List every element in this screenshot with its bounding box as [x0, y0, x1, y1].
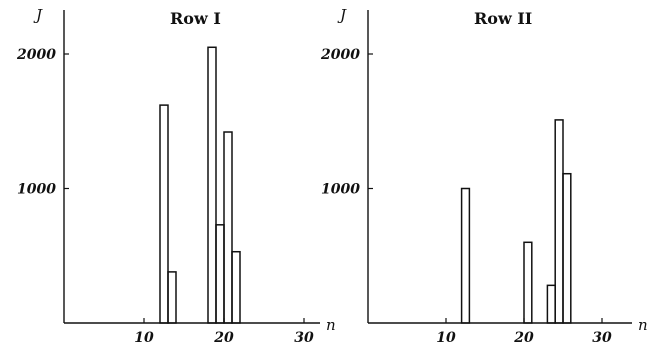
y-tick-label: 2000 [16, 47, 56, 63]
y-tick-label: 1000 [17, 182, 56, 198]
y-tick-label: 2000 [320, 47, 360, 63]
chart-title: Row I [170, 9, 221, 28]
histogram-bar [223, 131, 233, 324]
y-axis-label: J [337, 6, 347, 24]
x-axis-label: n [326, 316, 336, 334]
bar-group [159, 46, 241, 324]
histogram-bar [159, 104, 169, 324]
chart-title: Row II [474, 9, 532, 28]
histogram-bar [546, 284, 556, 324]
tick-group: 10 20 30 1000 2000 [320, 47, 612, 346]
x-axis-label: n [638, 316, 648, 334]
x-tick-label: 30 [294, 330, 314, 346]
y-tick-label: 1000 [321, 182, 360, 198]
histogram-bar [215, 224, 225, 324]
histogram-bar [554, 119, 564, 324]
histogram-bar [562, 172, 572, 324]
panel-row-2: Row II J n 10 20 30 1000 2000 [320, 6, 648, 346]
histogram-bar [231, 250, 241, 324]
bar-group [460, 119, 572, 324]
x-tick-label: 30 [592, 330, 612, 346]
histogram-bar [207, 46, 217, 324]
x-tick-label: 20 [213, 330, 234, 346]
y-axis-label: J [33, 6, 43, 24]
histogram-bar [523, 241, 533, 324]
x-tick-label: 20 [513, 330, 534, 346]
histogram-bar [460, 187, 471, 324]
x-tick-label: 10 [134, 330, 154, 346]
histogram-bar [167, 271, 177, 324]
x-tick-label: 10 [436, 330, 456, 346]
panel-row-1: Row I J n 10 20 30 1000 2000 [16, 6, 336, 346]
tick-group: 10 20 30 1000 2000 [16, 47, 314, 346]
